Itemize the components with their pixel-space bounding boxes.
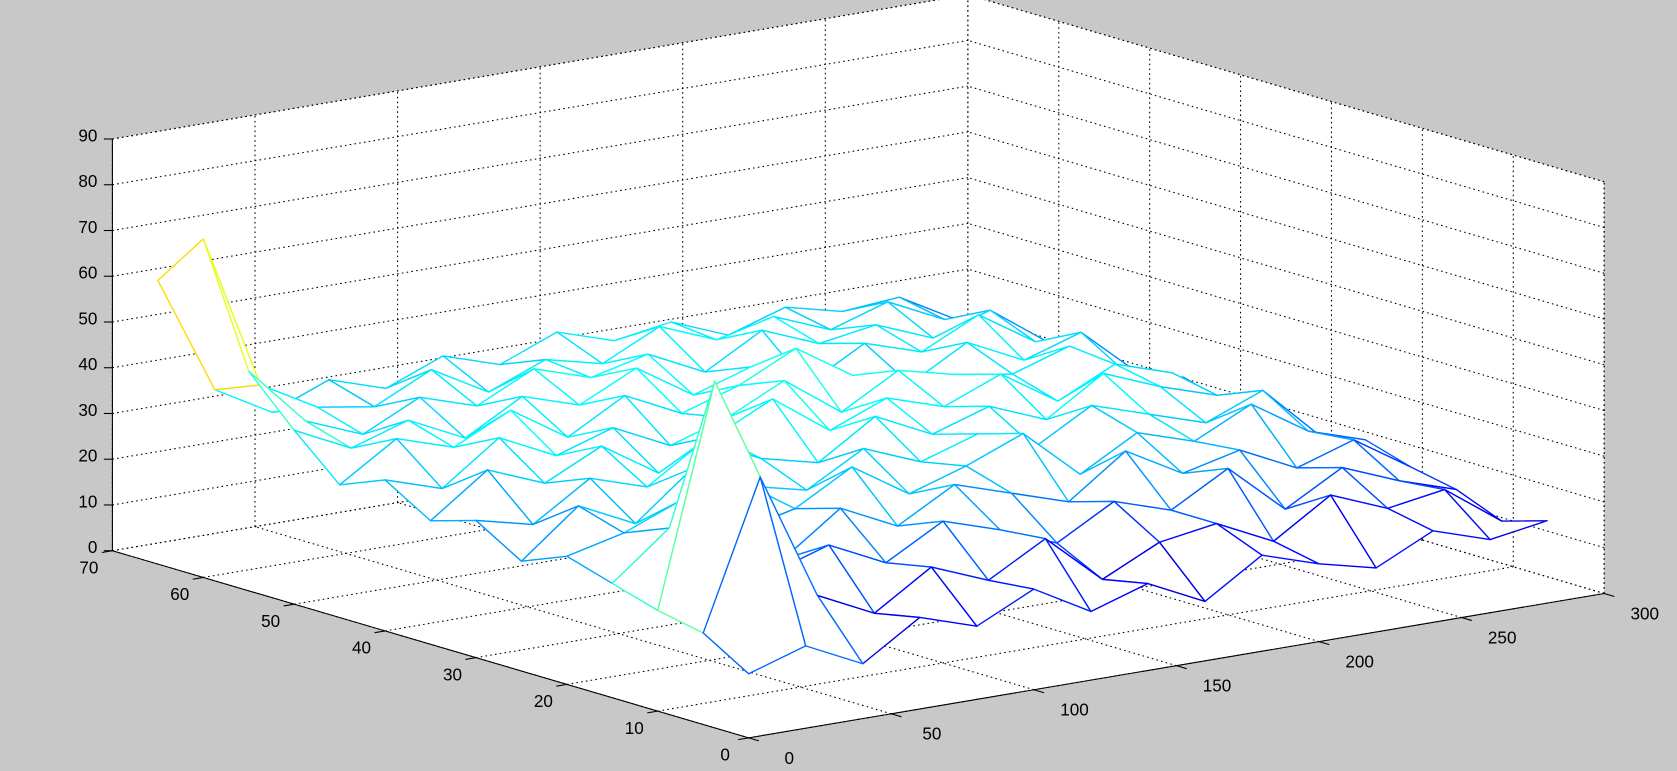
grid-line [112, 177, 968, 323]
x-tick [748, 737, 760, 742]
z-tick-label: 40 [78, 355, 97, 374]
x-tick-label: 250 [1488, 628, 1517, 647]
grid-line [112, 39, 968, 186]
x-tick-label: 150 [1203, 677, 1232, 696]
x-tick [1033, 689, 1045, 694]
z-tick-label: 80 [78, 172, 97, 191]
grid-line [112, 131, 968, 277]
y-tick [556, 683, 567, 687]
y-tick [465, 657, 477, 660]
z-tick-label: 60 [78, 264, 97, 283]
x-tick [891, 713, 902, 718]
x-tick [1176, 665, 1187, 670]
y-tick-label: 50 [261, 612, 280, 631]
z-tick-label: 90 [78, 126, 97, 145]
x-tick-label: 300 [1631, 604, 1660, 623]
x-tick [1604, 592, 1615, 598]
grid-line [112, 222, 968, 369]
y-tick [374, 630, 386, 634]
y-tick-label: 70 [79, 558, 98, 577]
y-tick [192, 576, 204, 580]
x-tick [1461, 617, 1472, 622]
y-tick-label: 20 [534, 692, 553, 711]
y-tick-label: 30 [443, 665, 462, 684]
z-tick-label: 0 [88, 538, 98, 557]
y-tick-label: 60 [170, 585, 189, 604]
y-axis [112, 550, 749, 739]
z-tick-label: 20 [78, 447, 97, 466]
grid-line [657, 566, 1514, 712]
y-tick [647, 710, 658, 714]
box-edge [112, 0, 940, 140]
y-tick [738, 737, 749, 741]
x-tick [1318, 641, 1330, 646]
z-tick-label: 10 [78, 492, 97, 511]
z-tick-label: 70 [78, 218, 97, 237]
x-tick-label: 0 [785, 749, 795, 768]
x-tick-label: 200 [1345, 653, 1374, 672]
y-tick [101, 550, 113, 554]
x-tick-label: 50 [922, 725, 941, 744]
x-tick-label: 100 [1060, 701, 1089, 720]
z-tick-label: 50 [78, 309, 97, 328]
y-tick-label: 0 [720, 746, 730, 765]
mesh-face [702, 476, 807, 675]
y-tick [283, 603, 295, 607]
y-tick-label: 40 [352, 639, 371, 658]
grid-line [112, 85, 968, 232]
z-tick-label: 30 [78, 401, 97, 420]
y-tick-label: 10 [625, 719, 644, 738]
